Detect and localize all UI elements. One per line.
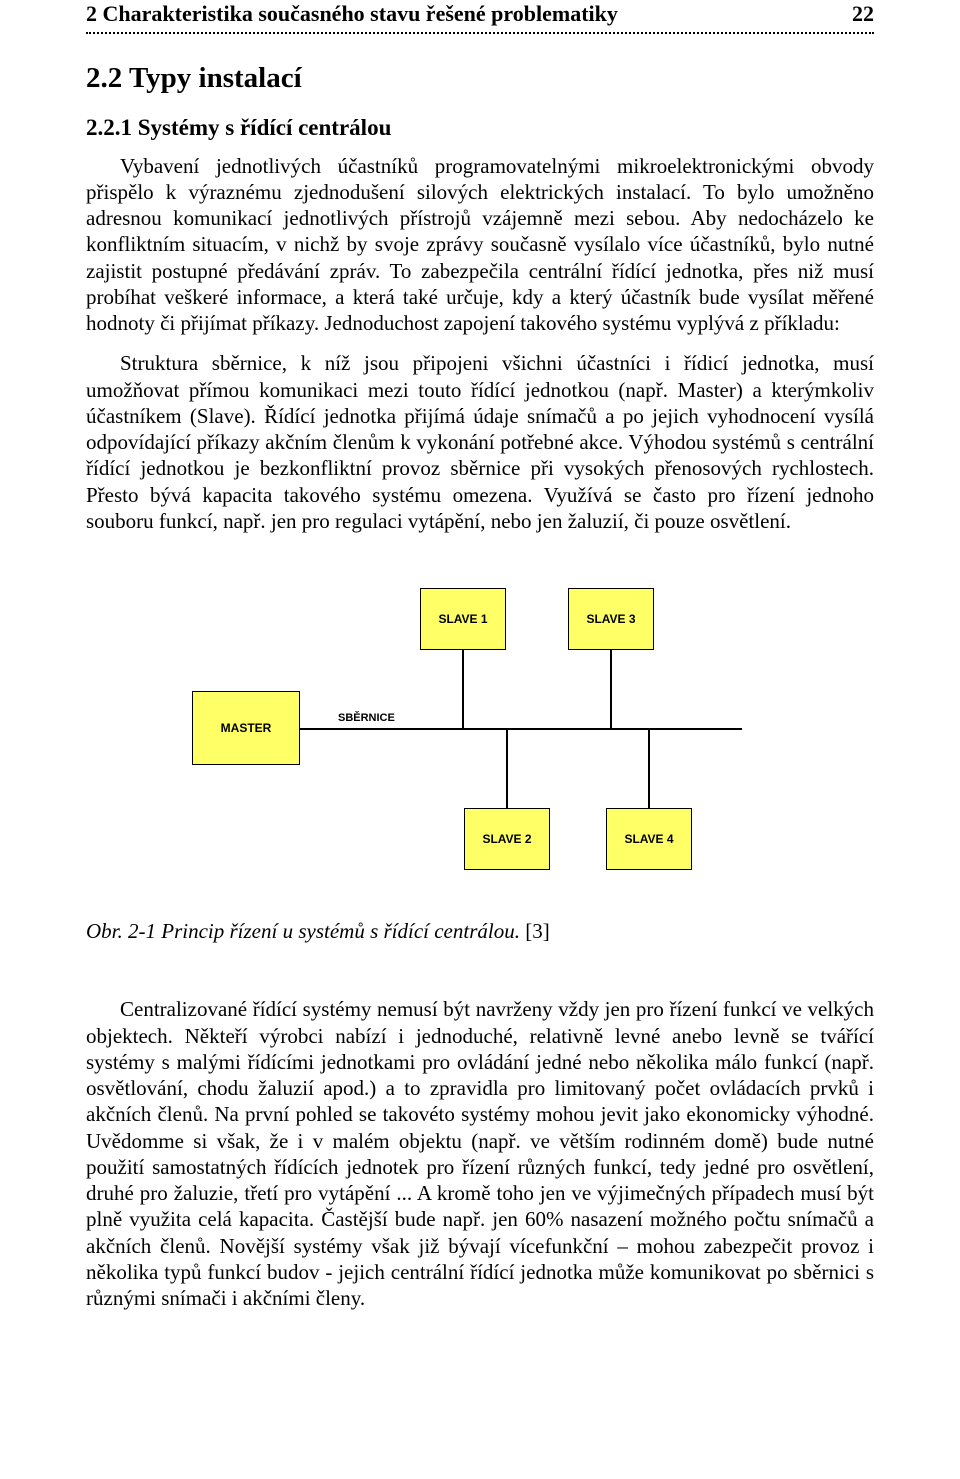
node-slave1: SLAVE 1: [420, 588, 506, 650]
figure-caption-ref: [3]: [520, 919, 550, 943]
node-master: MASTER: [192, 691, 300, 765]
header-rule: [86, 32, 874, 34]
figure-bus-diagram: SBĚRNICE MASTER SLAVE 1 SLAVE 3 SLAVE 2 SLAVE…: [180, 564, 780, 904]
heading-level-3: 2.2.1 Systémy s řídící centrálou: [86, 114, 874, 143]
bus-drop-1: [462, 650, 464, 728]
paragraph-1: Vybavení jednotlivých účastníků programo…: [86, 153, 874, 337]
bus-drop-2: [610, 650, 612, 728]
heading-level-2: 2.2 Typy instalací: [86, 60, 874, 96]
bus-label: SBĚRNICE: [338, 712, 395, 726]
running-header: 2 Charakteristika současného stavu řešen…: [86, 0, 874, 30]
bus-drop-4: [648, 728, 650, 808]
node-slave3: SLAVE 3: [568, 588, 654, 650]
bus-line: [300, 728, 742, 730]
page-number: 22: [852, 0, 874, 28]
paragraph-3: Centralizované řídící systémy nemusí být…: [86, 996, 874, 1311]
running-header-title: 2 Charakteristika současného stavu řešen…: [86, 0, 618, 28]
bus-drop-3: [506, 728, 508, 808]
node-slave2: SLAVE 2: [464, 808, 550, 870]
node-slave4: SLAVE 4: [606, 808, 692, 870]
figure-caption-label: Obr. 2-1 Princip řízení u systémů s řídí…: [86, 919, 520, 943]
paragraph-2: Struktura sběrnice, k níž jsou připojeni…: [86, 350, 874, 534]
figure-caption: Obr. 2-1 Princip řízení u systémů s řídí…: [86, 918, 874, 944]
